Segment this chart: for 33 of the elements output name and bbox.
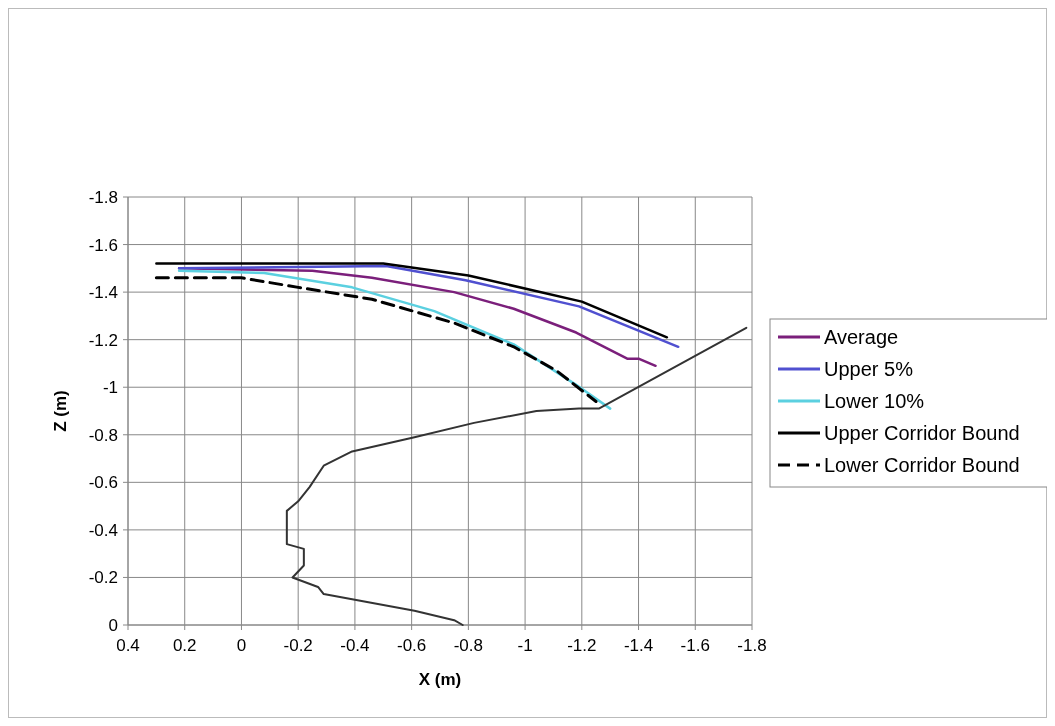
x-tick-label: -0.4 [340,636,370,655]
line-series [155,262,669,339]
y-tick-label: -1.8 [88,188,118,207]
x-tick-label: -0.2 [283,636,313,655]
y-axis-title: Z (m) [51,390,70,432]
legend-label: Upper 5% [824,358,914,380]
line-series [177,264,680,349]
y-tick-label: -1.4 [88,283,118,303]
line-series [285,326,748,626]
y-tick-label: -0.4 [88,520,118,540]
y-tick-label: 0 [108,616,118,635]
line-series [154,276,598,403]
x-tick-label: -1 [517,636,533,655]
x-tick-label: 0.4 [116,636,140,655]
legend-label: Lower 10% [824,390,925,412]
y-tick-label: -0.8 [88,425,118,445]
x-tick-label: -0.8 [453,636,484,655]
x-tick-label: 0.2 [172,636,197,655]
x-tick-label: 0 [236,636,247,655]
x-tick-label: -1.8 [737,636,767,655]
legend-label: Average [824,326,899,348]
x-tick-label: -1.4 [623,636,654,655]
x-tick-label: -1.2 [567,636,597,655]
y-tick-label: -1.2 [88,330,118,350]
y-tick-label: -0.6 [88,473,118,493]
x-tick-label: -0.6 [396,636,427,655]
y-tick-label: -0.2 [88,568,118,588]
legend-label: Lower Corridor Bound [824,454,1020,476]
y-tick-label: -1 [102,378,118,398]
legend-label: Upper Corridor Bound [824,422,1020,444]
x-tick-label: -1.6 [680,636,710,655]
y-tick-label: -1.6 [88,235,118,255]
x-axis-title: X (m) [418,670,462,689]
